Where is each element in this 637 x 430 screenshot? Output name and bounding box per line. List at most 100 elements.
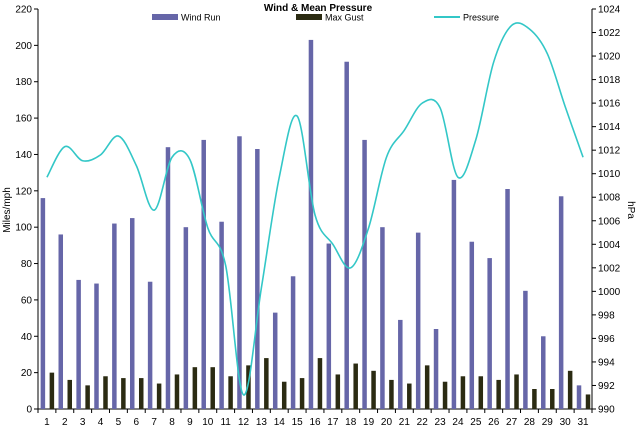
x-tick-label: 13 — [256, 417, 268, 428]
y-right-tick-label: 1010 — [598, 169, 621, 180]
wind-run-bar — [58, 234, 64, 409]
legend-label: Max Gust — [325, 13, 364, 23]
x-tick-label: 8 — [169, 417, 175, 428]
y-right-tick-label: 1002 — [598, 263, 621, 274]
wind-run-bar — [237, 136, 242, 410]
max-gust-bar — [514, 374, 519, 409]
x-tick-label: 27 — [506, 417, 518, 428]
y-left-tick-label: 0 — [26, 405, 32, 416]
y-right-tick-label: 996 — [598, 334, 615, 345]
y-axis-right-label: hPa — [625, 201, 636, 219]
x-tick-label: 28 — [524, 417, 536, 428]
max-gust-bar — [85, 385, 90, 409]
wind-run-bar — [398, 319, 403, 409]
y-right-tick-label: 1006 — [598, 216, 621, 227]
wind-run-bar — [308, 39, 314, 410]
wind-run-bar — [165, 147, 171, 409]
chart-title: Wind & Mean Pressure — [264, 3, 373, 14]
wind-run-bar — [183, 227, 189, 409]
wind-run-bar — [576, 385, 582, 409]
y-left-tick-label: 20 — [21, 368, 33, 379]
max-gust-bar — [264, 358, 269, 409]
y-right-tick-label: 994 — [598, 357, 615, 368]
legend: Wind Run Max Gust Pressure — [152, 13, 499, 23]
x-tick-label: 2 — [62, 417, 68, 428]
wind-run-bar — [94, 283, 99, 409]
x-tick-label: 11 — [220, 417, 231, 428]
y-axis-left-label: Miles/mph — [2, 187, 13, 233]
x-tick-label: 30 — [560, 417, 572, 428]
max-gust-bar — [67, 379, 73, 409]
wind-run-bar — [326, 243, 332, 409]
x-tick-label: 17 — [327, 417, 339, 428]
wind-run-bar — [469, 241, 475, 409]
max-gust-bar — [138, 378, 144, 409]
wind-run-bar — [362, 139, 367, 409]
wind-run-bar — [415, 232, 421, 409]
max-gust-bar — [550, 389, 555, 409]
wind-run-bar — [219, 221, 224, 409]
wind-run-bar — [344, 61, 349, 410]
wind-run-bar — [40, 198, 46, 409]
legend-label: Pressure — [463, 13, 499, 23]
y-left-tick-label: 100 — [15, 223, 32, 234]
y-right-tick-label: 1022 — [598, 28, 621, 39]
max-gust-bar — [478, 376, 484, 409]
wind-run-bar — [147, 281, 153, 409]
y-right-tick-label: 1000 — [598, 287, 621, 298]
y-right-tick-label: 1014 — [598, 122, 621, 133]
y-left-tick-label: 160 — [15, 114, 32, 125]
x-tick-label: 19 — [363, 417, 375, 428]
legend-swatch-wind-run — [152, 14, 178, 20]
max-gust-bar — [156, 383, 162, 409]
y-right-tick-label: 1020 — [598, 52, 621, 63]
max-gust-bar — [496, 379, 501, 409]
x-tick-label: 5 — [116, 417, 122, 428]
max-gust-bar — [407, 383, 412, 409]
wind-run-bar — [76, 279, 81, 409]
max-gust-bar — [442, 381, 448, 409]
y-right-tick-label: 1008 — [598, 193, 621, 204]
wind-run-bar — [451, 179, 457, 409]
x-tick-label: 16 — [309, 417, 321, 428]
x-tick-label: 29 — [542, 417, 554, 428]
y-left-tick-label: 140 — [15, 150, 32, 161]
max-gust-bar — [567, 370, 573, 409]
x-tick-label: 7 — [151, 417, 157, 428]
max-gust-bar — [281, 381, 287, 409]
legend-swatch-max-gust — [296, 14, 322, 20]
max-gust-bar — [228, 376, 233, 409]
wind-run-bar — [380, 227, 385, 409]
max-gust-bar — [335, 374, 341, 409]
x-tick-label: 25 — [470, 417, 482, 428]
x-tick-label: 4 — [98, 417, 104, 428]
max-gust-bar — [460, 376, 466, 409]
max-gust-bar — [424, 365, 430, 409]
y-left-tick-label: 60 — [21, 295, 33, 306]
y-right-tick-label: 990 — [598, 405, 615, 416]
x-tick-label: 10 — [202, 417, 214, 428]
y-left-tick-label: 40 — [21, 332, 33, 343]
x-tick-label: 18 — [345, 417, 357, 428]
x-tick-label: 1 — [44, 417, 50, 428]
x-tick-label: 20 — [381, 417, 393, 428]
max-gust-bar — [210, 367, 215, 409]
max-gust-bar — [121, 378, 126, 409]
wind-run-bar — [541, 336, 546, 409]
x-tick-label: 31 — [578, 417, 590, 428]
max-gust-bar — [174, 374, 180, 409]
x-tick-label: 23 — [435, 417, 447, 428]
y-left-tick-label: 180 — [15, 77, 32, 88]
x-tick-label: 12 — [238, 417, 250, 428]
max-gust-bar — [49, 372, 55, 409]
max-gust-bar — [585, 394, 591, 409]
y-right-tick-label: 992 — [598, 381, 615, 392]
wind-run-bar — [255, 149, 260, 409]
plot-area: 0204060801001201401601802002209909929949… — [15, 5, 620, 429]
x-tick-label: 21 — [399, 417, 411, 428]
wind-run-bar — [433, 329, 439, 409]
x-tick-label: 6 — [134, 417, 140, 428]
y-right-tick-label: 998 — [598, 310, 615, 321]
x-tick-label: 26 — [488, 417, 500, 428]
